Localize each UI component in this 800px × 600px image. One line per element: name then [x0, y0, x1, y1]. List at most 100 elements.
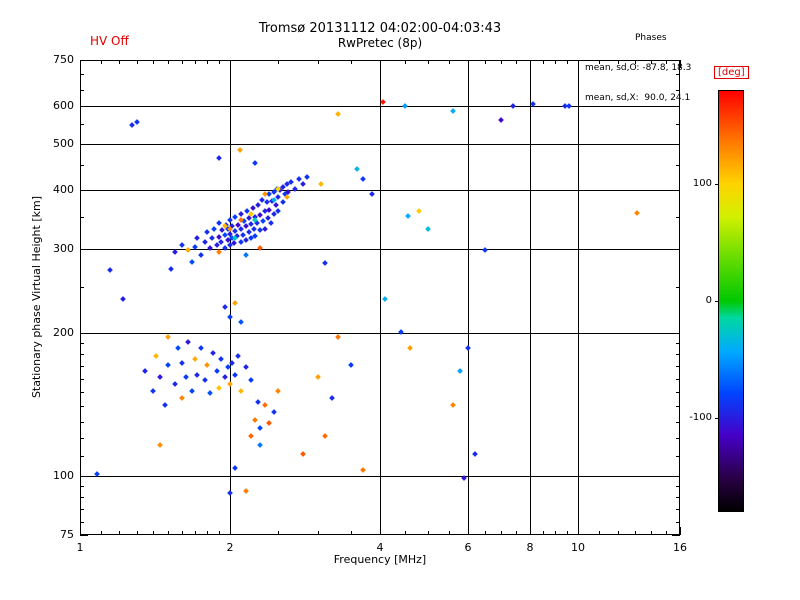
x-minor-tick — [168, 60, 169, 64]
y-minor-tick — [676, 422, 680, 423]
x-minor-tick — [635, 60, 636, 64]
y-minor-tick — [80, 366, 84, 367]
x-minor-tick — [555, 60, 556, 64]
x-minor-tick — [651, 531, 652, 535]
x-minor-tick — [555, 531, 556, 535]
y-minor-tick — [80, 379, 84, 380]
y-tick-label: 750 — [53, 53, 74, 66]
x-minor-tick — [207, 531, 208, 535]
x-tick — [578, 60, 579, 68]
y-minor-tick — [676, 379, 680, 380]
y-minor-tick — [676, 287, 680, 288]
colorbar-tick — [715, 301, 718, 302]
y-tick — [672, 476, 680, 477]
y-minor-tick — [80, 354, 84, 355]
x-gridline — [380, 60, 381, 535]
x-tick — [530, 60, 531, 68]
x-minor-tick — [405, 60, 406, 64]
y-minor-tick — [676, 74, 680, 75]
y-minor-tick — [676, 456, 680, 457]
y-minor-tick — [80, 497, 84, 498]
y-minor-tick — [676, 522, 680, 523]
y-minor-tick — [80, 287, 84, 288]
x-minor-tick — [182, 60, 183, 64]
x-minor-tick — [195, 531, 196, 535]
x-minor-tick — [666, 531, 667, 535]
x-minor-tick — [219, 531, 220, 535]
x-minor-tick — [516, 60, 517, 64]
x-tick — [530, 527, 531, 535]
y-minor-tick — [676, 486, 680, 487]
x-minor-tick — [428, 60, 429, 64]
y-minor-tick — [80, 392, 84, 393]
x-tick — [468, 60, 469, 68]
phases-mean-o: mean, sd,O: -87.8, 18.3 — [585, 63, 692, 73]
x-gridline — [578, 60, 579, 535]
y-minor-tick — [676, 217, 680, 218]
x-minor-tick — [428, 531, 429, 535]
y-tick-label: 75 — [60, 528, 74, 541]
y-tick — [672, 333, 680, 334]
x-minor-tick — [666, 60, 667, 64]
x-minor-tick — [207, 60, 208, 64]
y-minor-tick — [676, 509, 680, 510]
colorbar-tick-label: -100 — [689, 412, 712, 423]
x-tick — [680, 527, 681, 535]
y-minor-tick — [676, 124, 680, 125]
y-minor-tick — [80, 422, 84, 423]
y-tick-label: 200 — [53, 326, 74, 339]
y-minor-tick — [676, 406, 680, 407]
y-minor-tick — [676, 366, 680, 367]
y-tick-label: 400 — [53, 183, 74, 196]
y-minor-tick — [80, 509, 84, 510]
x-tick-label: 8 — [526, 541, 534, 554]
y-tick — [80, 190, 88, 191]
y-minor-tick — [80, 438, 84, 439]
x-tick-label: 16 — [673, 541, 687, 554]
x-tick — [578, 527, 579, 535]
x-tick — [230, 60, 231, 68]
x-minor-tick — [137, 531, 138, 535]
x-minor-tick — [543, 60, 544, 64]
y-minor-tick — [676, 165, 680, 166]
colorbar-tick — [715, 184, 718, 185]
y-minor-tick — [676, 90, 680, 91]
y-gridline — [80, 476, 680, 477]
x-minor-tick — [516, 531, 517, 535]
y-tick-label: 100 — [53, 469, 74, 482]
x-minor-tick — [599, 60, 600, 64]
x-tick — [230, 527, 231, 535]
y-minor-tick — [80, 456, 84, 457]
x-minor-tick — [485, 60, 486, 64]
colorbar — [718, 90, 744, 512]
y-minor-tick — [80, 486, 84, 487]
plot-title: Tromsø 20131112 04:02:00-04:03:43 — [258, 21, 502, 36]
y-tick — [80, 249, 88, 250]
x-tick-label: 2 — [226, 541, 234, 554]
y-tick — [80, 144, 88, 145]
y-tick — [672, 535, 680, 536]
x-tick — [80, 60, 81, 68]
y-tick — [80, 333, 88, 334]
y-minor-tick — [676, 497, 680, 498]
y-minor-tick — [80, 343, 84, 344]
x-minor-tick — [195, 60, 196, 64]
y-tick — [672, 106, 680, 107]
x-minor-tick — [278, 531, 279, 535]
x-tick-label: 10 — [571, 541, 585, 554]
colorbar-tick — [715, 418, 718, 419]
x-minor-tick — [567, 531, 568, 535]
x-minor-tick — [318, 531, 319, 535]
y-minor-tick — [80, 124, 84, 125]
y-tick — [80, 535, 88, 536]
x-minor-tick — [168, 531, 169, 535]
y-minor-tick — [676, 343, 680, 344]
x-minor-tick — [119, 531, 120, 535]
y-gridline — [80, 144, 680, 145]
x-tick-label: 4 — [376, 541, 384, 554]
y-minor-tick — [80, 165, 84, 166]
y-tick — [672, 190, 680, 191]
x-minor-tick — [351, 60, 352, 64]
colorbar-tick-label: 100 — [692, 178, 712, 189]
